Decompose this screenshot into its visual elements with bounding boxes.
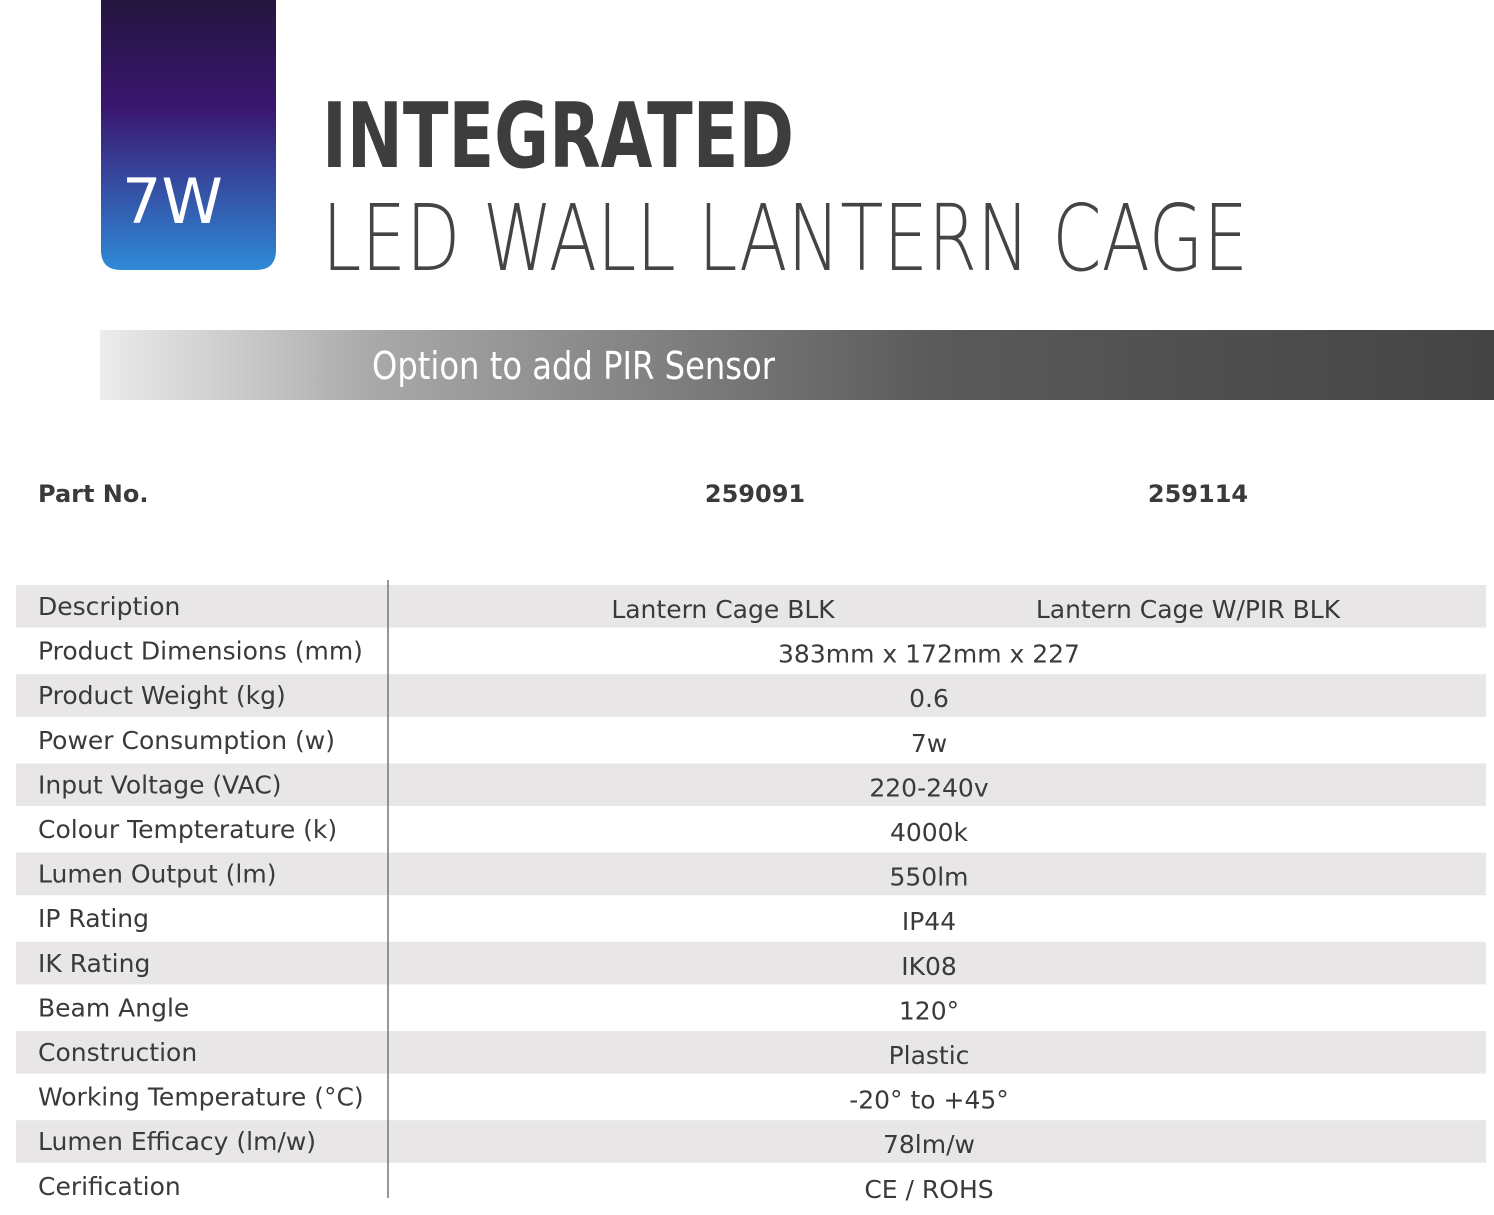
row-bg [16,941,1486,985]
row-value: 7w [911,729,947,758]
row-value: -20° to +45° [849,1086,1009,1115]
row-label: Power Consumption (w) [38,726,335,755]
row-label: IK Rating [38,949,150,978]
part-number: 259091 [705,480,805,508]
row-bg [16,1120,1486,1163]
row-label: Lumen Output (lm) [38,860,276,889]
badge-text: 7W [122,165,223,238]
row-label: Beam Angle [38,993,189,1022]
spec-table: Description Lantern Cage BLK Lantern Cage … [16,580,1486,1204]
title-line2: LED WALL LANTERN CAGE [322,185,1248,292]
row-label: IP Rating [38,904,149,933]
row-value: 78lm/w [883,1130,975,1159]
row-value: 383mm x 172mm x 227 [778,640,1080,669]
row-label: Product Dimensions (mm) [38,637,363,666]
row-bg [16,585,1486,628]
row-value: Plastic [889,1041,970,1070]
row-label: Construction [38,1038,197,1067]
row-value: 0.6 [909,684,949,713]
row-bg [16,763,1486,806]
row-value: 550lm [889,863,968,892]
banner-text: Option to add PIR Sensor [372,344,775,388]
row-value: 220-240v [869,773,988,802]
row-label: Cerification [38,1172,181,1201]
row-value: 120° [899,996,959,1025]
part-number: 259114 [1148,480,1248,508]
row-bg [16,674,1486,717]
row-value: 4000k [890,818,969,847]
row-label: Working Temperature (°C) [38,1083,364,1112]
title-line1: INTEGRATED [322,84,794,189]
row-value: IP44 [902,907,956,936]
row-value: Lantern Cage W/PIR BLK [1036,595,1341,624]
row-value: IK08 [901,952,957,981]
banner [100,330,1494,400]
part-label: Part No. [38,480,149,508]
row-bg [16,1031,1486,1074]
row-value: CE / ROHS [864,1175,993,1204]
row-label: Input Voltage (VAC) [38,770,282,799]
row-label: Description [38,592,180,621]
row-value: Lantern Cage BLK [611,595,835,624]
row-label: Colour Tempterature (k) [38,815,337,844]
badge [101,0,276,270]
row-label: Lumen Efficacy (lm/w) [38,1127,316,1156]
row-label: Product Weight (kg) [38,681,286,710]
row-bg [16,852,1486,896]
